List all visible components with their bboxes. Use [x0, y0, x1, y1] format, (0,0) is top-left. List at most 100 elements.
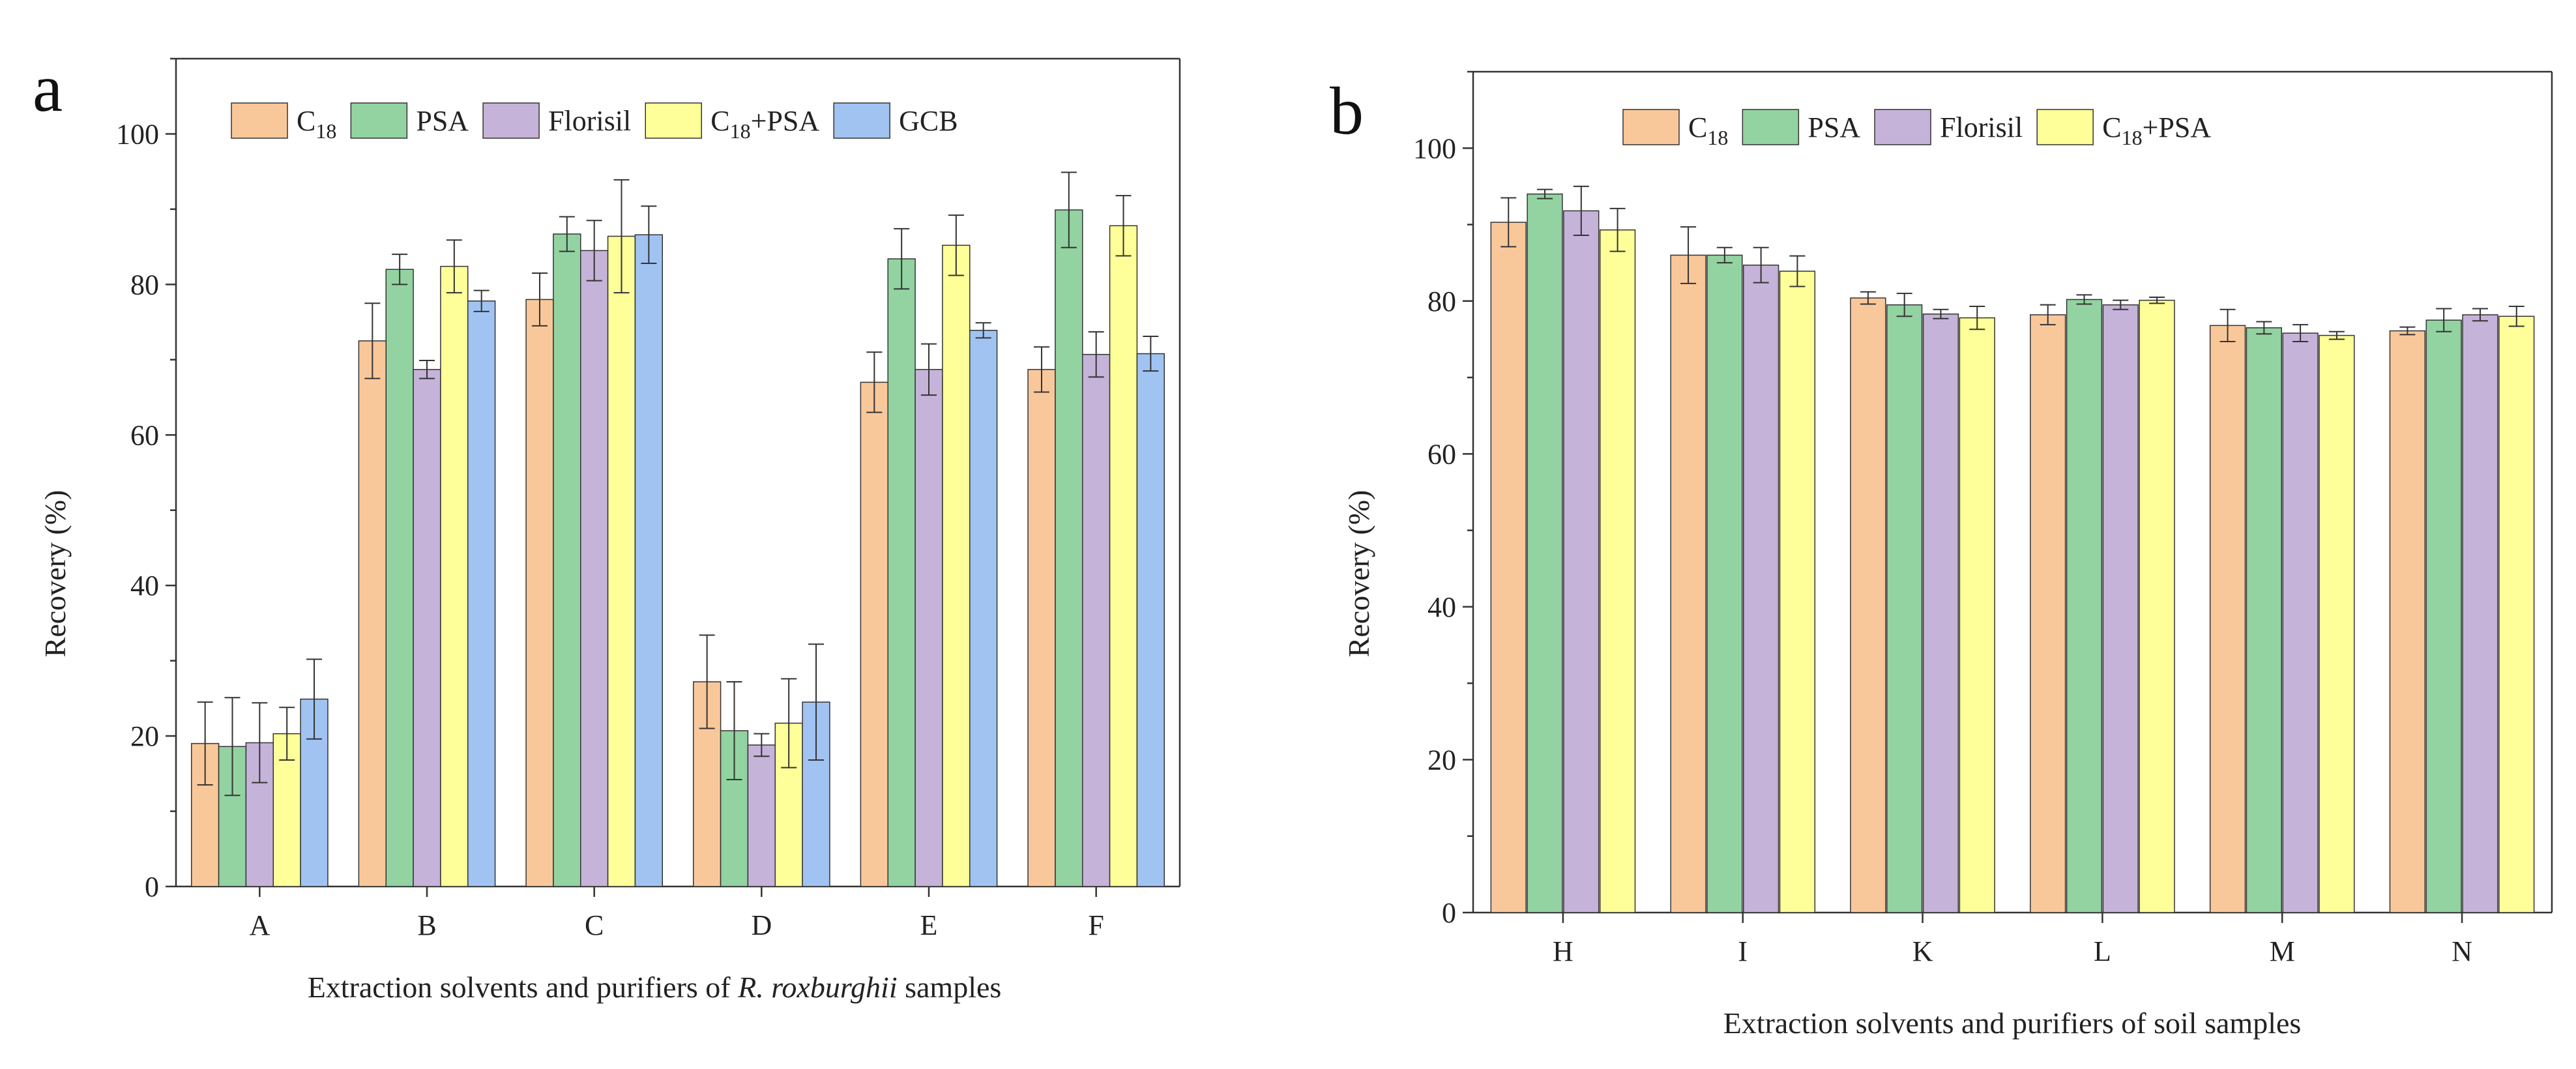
legend-item: GCB — [833, 102, 958, 139]
bar-florisil — [747, 744, 776, 887]
y-tick-label: 60 — [1427, 438, 1456, 470]
legend-swatch — [350, 102, 408, 139]
bar-c18-psa — [942, 244, 971, 887]
bar-c18-psa — [774, 722, 803, 887]
y-tick-label: 20 — [130, 720, 159, 752]
panel-b: b Recovery (%) Extraction solvents and p… — [1330, 70, 2553, 1040]
y-tick-label: 0 — [145, 871, 159, 903]
bar-florisil — [2102, 304, 2139, 913]
bar-c18 — [1490, 222, 1527, 913]
legend-label: C18 — [297, 105, 336, 143]
bar-c18-psa — [1599, 229, 1636, 913]
bar-gcb — [1136, 353, 1165, 887]
panel-letter: a — [33, 51, 63, 126]
bar-psa — [2246, 327, 2282, 913]
panel-a: a Recovery (%) Extraction solvents and p… — [33, 51, 1181, 1004]
legend-item: C18 — [1622, 109, 1728, 149]
legend-label: Florisil — [548, 105, 631, 137]
y-axis-label: Recovery (%) — [1342, 490, 1375, 658]
y-tick-label: 40 — [1427, 591, 1456, 623]
bar-psa — [1527, 193, 1563, 913]
legend-swatch — [2036, 109, 2094, 145]
legend-item: PSA — [350, 102, 469, 139]
bar-c18 — [2209, 325, 2246, 913]
legend-item: C18+PSA — [2036, 109, 2211, 149]
x-tick-label: A — [249, 909, 270, 941]
legend-swatch — [1874, 109, 1931, 145]
legend-item: PSA — [1742, 109, 1860, 145]
bar-florisil — [1081, 353, 1111, 887]
bar-florisil — [1563, 210, 1600, 913]
bar-c18 — [1670, 254, 1706, 913]
x-tick-label: H — [1553, 935, 1573, 967]
legend-label: PSA — [1808, 111, 1860, 143]
legend-item: Florisil — [482, 102, 631, 139]
bar-gcb — [634, 234, 664, 887]
x-tick-label: C — [585, 909, 604, 941]
y-axis-label: Recovery (%) — [38, 490, 72, 658]
bar-c18 — [358, 340, 387, 887]
bar-c18 — [2030, 314, 2066, 913]
legend: C18 PSA Florisil C18+PSA GCB — [231, 102, 958, 143]
bar-gcb — [969, 330, 998, 887]
bar-c18 — [1850, 297, 1886, 913]
panel-letter: b — [1330, 74, 1364, 149]
bar-psa — [2066, 299, 2103, 913]
legend-label: GCB — [899, 105, 958, 137]
bar-florisil — [579, 250, 609, 887]
x-tick-label: K — [1912, 935, 1933, 967]
bar-florisil — [413, 369, 441, 887]
plot-area: 0 20 40 60 80 100 A B C D E F C18 PSA Florisil C18+PSA G… — [116, 57, 1181, 941]
y-tick-label: 0 — [1442, 897, 1456, 929]
bar-psa — [553, 233, 581, 887]
bar-gcb — [467, 300, 496, 887]
legend-label: C18+PSA — [710, 105, 819, 143]
y-tick-label: 60 — [130, 419, 159, 451]
x-axis-label: Extraction solvents and purifiers of R. … — [308, 971, 1002, 1004]
bar-c18 — [2389, 330, 2426, 913]
x-tick-label: F — [1088, 909, 1104, 941]
legend-swatch — [833, 102, 890, 139]
y-tick-label: 80 — [130, 269, 159, 300]
x-tick-label: N — [2452, 935, 2472, 967]
bar-psa — [1706, 254, 1743, 913]
bar-c18-psa — [2498, 315, 2535, 913]
legend-label: PSA — [416, 105, 469, 137]
bar-florisil — [1922, 314, 1959, 913]
legend-swatch — [231, 102, 288, 139]
legend-label: C18+PSA — [2102, 111, 2211, 149]
bar-florisil — [2282, 332, 2319, 913]
x-tick-label: I — [1738, 935, 1748, 967]
bar-c18-psa — [1779, 271, 1816, 913]
legend: C18 PSA Florisil C18+PSA — [1622, 109, 2211, 149]
bar-c18-psa — [1959, 317, 1995, 913]
y-tick-label: 100 — [116, 118, 159, 150]
x-axis-label: Extraction solvents and purifiers of soi… — [1723, 1006, 2302, 1040]
bar-florisil — [915, 369, 943, 887]
legend-item: C18+PSA — [645, 102, 819, 143]
bar-psa — [1886, 304, 1923, 913]
y-tick-label: 40 — [130, 570, 159, 602]
y-tick-label: 80 — [1427, 286, 1456, 317]
legend-swatch — [645, 102, 702, 139]
legend-item: Florisil — [1874, 109, 2023, 145]
bar-c18 — [1027, 369, 1056, 887]
x-tick-label: E — [920, 909, 938, 941]
bar-psa — [887, 258, 916, 887]
legend-label: C18 — [1688, 111, 1728, 149]
x-tick-label: L — [2094, 935, 2111, 967]
x-axis-label-italic: R. roxburghii — [737, 971, 897, 1004]
bar-c18 — [860, 381, 888, 887]
bar-florisil — [2462, 314, 2498, 913]
bar-psa — [1055, 209, 1083, 887]
x-axis-label-prefix: Extraction solvents and purifiers of soi… — [1723, 1006, 2302, 1040]
legend-label: Florisil — [1940, 111, 2023, 143]
plot-area: 0 20 40 60 80 100 H I K L M N C18 PSA Florisil C18+PSA — [1413, 70, 2553, 967]
x-axis-label-suffix: samples — [898, 971, 1002, 1004]
bar-psa — [385, 269, 414, 887]
bar-c18-psa — [2319, 334, 2355, 913]
x-tick-label: D — [751, 909, 772, 941]
legend-swatch — [1622, 109, 1680, 145]
bar-c18 — [525, 299, 554, 887]
x-tick-label: B — [417, 909, 436, 941]
